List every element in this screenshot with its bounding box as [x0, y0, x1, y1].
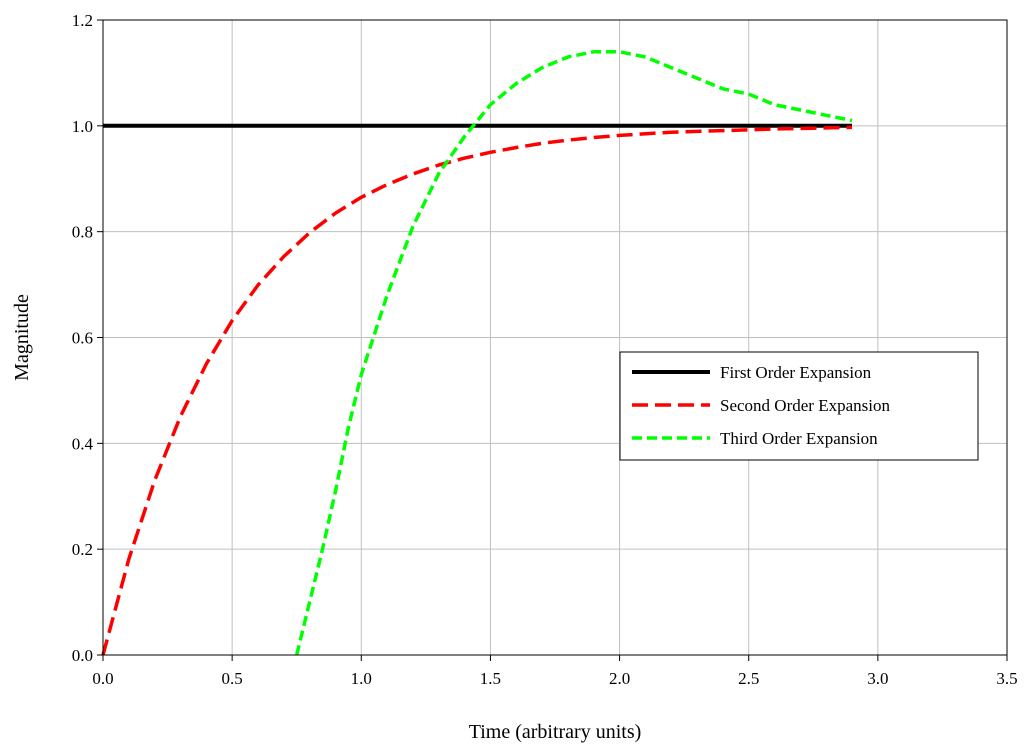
- x-tick-label: 2.5: [738, 669, 759, 688]
- y-axis-label: Magnitude: [11, 294, 33, 381]
- x-tick-label: 3.5: [996, 669, 1017, 688]
- y-tick-label: 1.0: [72, 117, 93, 136]
- x-tick-label: 1.0: [351, 669, 372, 688]
- y-tick-label: 0.8: [72, 223, 93, 242]
- x-tick-label: 1.5: [480, 669, 501, 688]
- series-line-2: [101, 125, 853, 656]
- legend-label-2: Second Order Expansion: [720, 396, 890, 415]
- x-tick-label: 0.5: [222, 669, 243, 688]
- legend: First Order Expansion Second Order Expans…: [619, 351, 979, 461]
- x-tick-label: 0.0: [92, 669, 113, 688]
- legend-label-3: Third Order Expansion: [720, 429, 878, 448]
- x-tick-label: 2.0: [609, 669, 630, 688]
- y-tick-label: 0.2: [72, 540, 93, 559]
- x-tick-label: 3.0: [867, 669, 888, 688]
- grid: [102, 19, 1008, 656]
- axis-ticks: 0.0 0.5 1.0 1.5 2.0 2.5 3.0 3.5 0.0 0.2 0.4 0.6 0.8 1…: [72, 11, 1018, 688]
- x-axis-label: Time (arbitrary units): [469, 721, 642, 743]
- series-line-3: [294, 50, 853, 656]
- y-tick-label: 0.4: [72, 434, 94, 453]
- series-lines: [101, 50, 853, 656]
- y-tick-label: 1.2: [72, 11, 93, 30]
- y-tick-label: 0.0: [72, 646, 93, 665]
- y-tick-label: 0.6: [72, 329, 93, 348]
- legend-label-1: First Order Expansion: [720, 363, 872, 382]
